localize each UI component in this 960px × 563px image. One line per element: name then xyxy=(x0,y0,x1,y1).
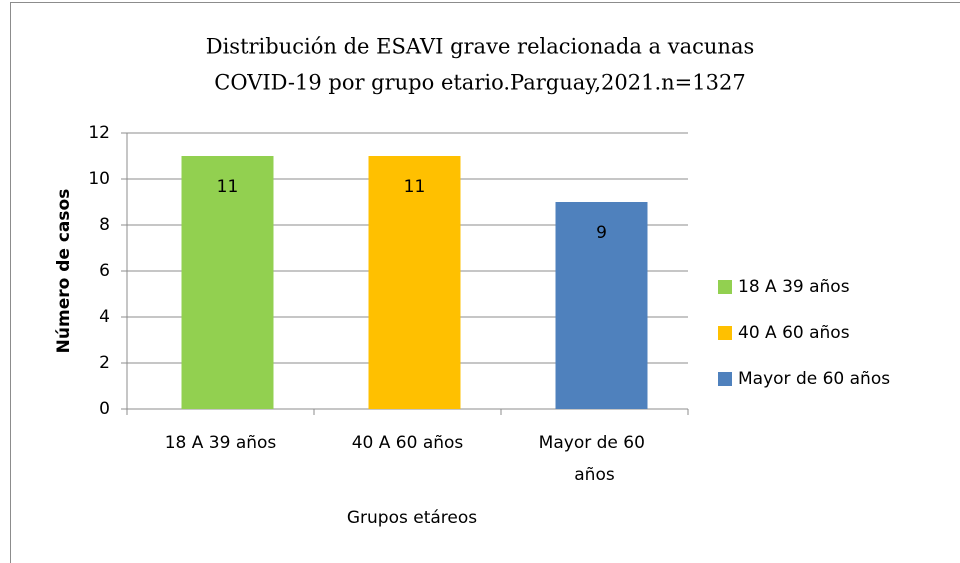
legend-swatch xyxy=(718,326,732,340)
x-tick-label: Mayor de 60 años xyxy=(539,433,651,485)
bar xyxy=(181,156,274,409)
legend-label: 18 A 39 años xyxy=(738,277,850,297)
y-axis-title: Número de casos xyxy=(54,189,74,354)
y-tick-label: 12 xyxy=(88,123,110,143)
y-tick-label: 2 xyxy=(99,353,110,373)
chart-frame xyxy=(10,2,960,563)
bar xyxy=(368,156,461,409)
y-tick-label: 8 xyxy=(99,215,110,235)
y-tick-label: 4 xyxy=(99,307,110,327)
x-tick-label: 40 A 60 años xyxy=(352,433,464,453)
data-label: 11 xyxy=(404,177,426,197)
x-tick-label: 18 A 39 años xyxy=(165,433,277,453)
legend-swatch xyxy=(718,372,732,386)
data-label: 11 xyxy=(217,177,239,197)
chart-title: COVID-19 por grupo etario.Parguay,2021.n… xyxy=(214,71,745,95)
y-tick-label: 6 xyxy=(99,261,110,281)
y-tick-label: 10 xyxy=(88,169,110,189)
legend-swatch xyxy=(718,280,732,294)
legend-label: 40 A 60 años xyxy=(738,323,850,343)
legend-label: Mayor de 60 años xyxy=(738,369,890,389)
bar xyxy=(555,202,648,409)
data-label: 9 xyxy=(596,223,607,243)
x-axis-title: Grupos etáreos xyxy=(347,508,477,528)
y-tick-label: 0 xyxy=(99,399,110,419)
chart-title: Distribución de ESAVI grave relacionada … xyxy=(206,35,755,59)
